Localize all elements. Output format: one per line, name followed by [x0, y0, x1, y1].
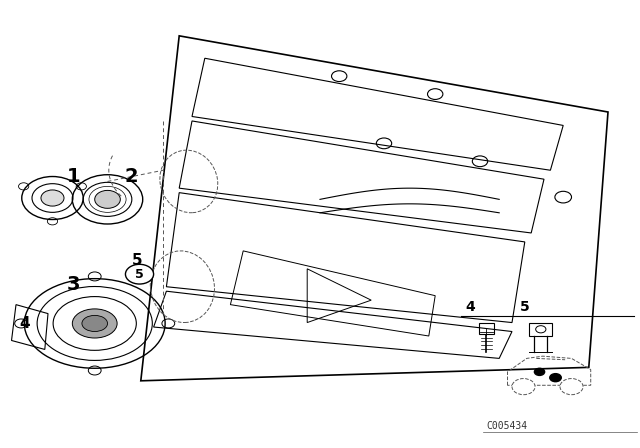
Text: 4: 4 [19, 316, 29, 331]
Text: 5: 5 [520, 300, 530, 314]
Ellipse shape [82, 315, 108, 332]
Bar [479, 323, 494, 334]
Bar [529, 323, 552, 336]
Text: 2: 2 [124, 168, 138, 186]
Circle shape [41, 190, 64, 206]
Text: C005434: C005434 [486, 421, 527, 431]
Circle shape [560, 379, 583, 395]
Circle shape [550, 374, 561, 382]
Circle shape [512, 379, 535, 395]
Ellipse shape [72, 309, 117, 338]
Text: 5: 5 [132, 253, 143, 268]
Text: 4: 4 [465, 300, 476, 314]
Text: 1: 1 [67, 168, 81, 186]
Circle shape [95, 190, 120, 208]
Text: 3: 3 [67, 275, 81, 294]
Circle shape [125, 264, 154, 284]
Circle shape [534, 368, 545, 375]
Text: 5: 5 [135, 267, 144, 281]
